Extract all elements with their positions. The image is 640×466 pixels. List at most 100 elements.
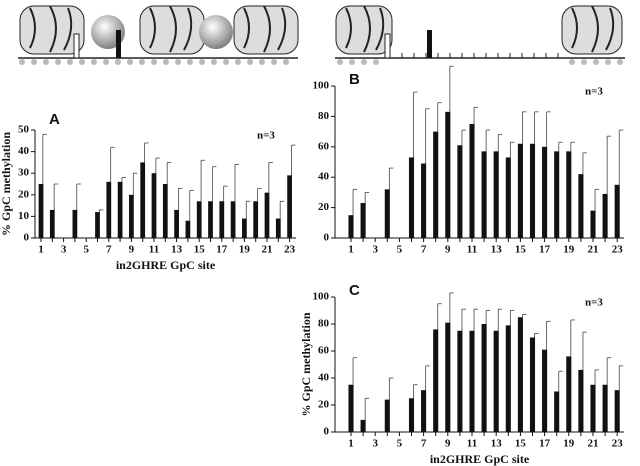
y-tick-label: 40: [318, 372, 330, 384]
panel-label: A: [49, 111, 60, 128]
x-tick-label: 13: [491, 438, 503, 450]
y-tick-label: 100: [313, 80, 330, 92]
diagram-left: [18, 5, 299, 65]
y-tick-label: 40: [18, 145, 30, 157]
y-tick-label: 0: [324, 426, 330, 438]
bar: [517, 143, 523, 238]
bar: [554, 391, 560, 432]
x-tick-label: 7: [106, 244, 112, 256]
panel-label: B: [349, 71, 360, 88]
x-tick-label: 19: [563, 244, 575, 256]
bar: [602, 193, 608, 238]
bar: [151, 173, 157, 238]
x-tick-label: 11: [467, 438, 477, 450]
bar: [481, 151, 487, 238]
bar: [242, 218, 247, 238]
bar: [493, 330, 499, 432]
x-axis-label: in2GHRE GpC site: [430, 452, 530, 466]
bar: [49, 209, 55, 238]
x-tick-label: 23: [612, 244, 624, 256]
bar: [264, 192, 270, 238]
y-tick-label: 80: [318, 110, 330, 122]
x-tick-label: 7: [421, 438, 427, 450]
y-tick-label: 100: [313, 291, 330, 303]
bar: [517, 317, 523, 432]
annotation: n=3: [585, 297, 603, 309]
y-tick-label: 50: [18, 124, 30, 136]
y-tick-label: 20: [318, 399, 330, 411]
y-tick-label: 80: [318, 318, 330, 330]
bar: [457, 145, 463, 238]
x-tick-label: 21: [588, 438, 599, 450]
x-tick-label: 17: [539, 438, 551, 450]
y-tick-label: 0: [24, 232, 30, 244]
bar: [421, 163, 427, 238]
bar: [433, 131, 439, 238]
x-tick-label: 1: [348, 244, 354, 256]
bar: [230, 201, 236, 238]
diagram-right: [335, 5, 625, 65]
bar: [590, 384, 596, 432]
bar: [95, 212, 100, 238]
bar: [219, 201, 225, 238]
bar: [542, 349, 548, 432]
bar: [481, 324, 487, 432]
bar: [505, 157, 511, 238]
x-tick-label: 3: [61, 244, 67, 256]
bar: [554, 151, 560, 238]
bar: [457, 330, 463, 432]
x-tick-label: 17: [539, 244, 551, 256]
bar: [445, 111, 451, 238]
bar: [614, 390, 620, 432]
bar: [384, 189, 390, 238]
panel-label: C: [349, 282, 360, 299]
bar: [360, 203, 366, 238]
bar: [602, 384, 608, 432]
bar: [348, 215, 354, 238]
x-tick-label: 9: [445, 244, 451, 256]
bar: [469, 330, 475, 432]
y-tick-label: 30: [18, 167, 30, 179]
x-tick-label: 21: [262, 244, 273, 256]
x-tick-label: 1: [38, 244, 44, 256]
bar: [445, 322, 451, 432]
bar: [529, 337, 536, 432]
x-tick-label: 9: [129, 244, 135, 256]
x-tick-label: 17: [216, 244, 228, 256]
bar: [408, 157, 415, 238]
bar: [208, 201, 213, 238]
x-tick-label: 21: [588, 244, 599, 256]
x-tick-label: 3: [372, 244, 378, 256]
bar: [421, 390, 427, 432]
bar: [253, 201, 259, 238]
x-tick-label: 15: [194, 244, 206, 256]
bar: [129, 194, 134, 238]
bar: [566, 151, 572, 238]
x-tick-label: 7: [421, 244, 427, 256]
bar: [493, 151, 499, 238]
bar: [433, 329, 439, 432]
bar: [542, 146, 548, 238]
y-tick-label: 60: [318, 140, 330, 152]
bar: [72, 209, 78, 238]
annotation: n=3: [257, 130, 275, 142]
y-axis-label: % GpC methylation: [0, 132, 13, 236]
x-tick-label: 3: [372, 438, 378, 450]
bar: [174, 209, 179, 238]
x-tick-label: 13: [171, 244, 183, 256]
x-tick-label: 15: [515, 244, 527, 256]
x-tick-label: 19: [563, 438, 575, 450]
bar: [505, 325, 511, 432]
bar: [185, 220, 191, 238]
bar: [140, 162, 146, 238]
x-tick-label: 1: [348, 438, 354, 450]
x-tick-label: 11: [467, 244, 477, 256]
bar: [106, 181, 112, 238]
x-tick-label: 23: [284, 244, 296, 256]
x-tick-label: 15: [515, 438, 527, 450]
y-tick-label: 20: [18, 188, 30, 200]
bar: [566, 356, 572, 432]
x-tick-label: 5: [83, 244, 89, 256]
x-tick-label: 11: [149, 244, 159, 256]
